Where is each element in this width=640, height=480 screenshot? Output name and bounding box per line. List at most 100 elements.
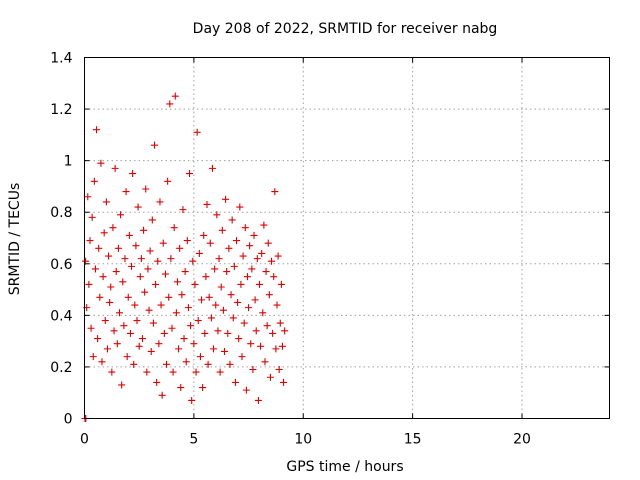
x-axis-label: GPS time / hours — [286, 459, 403, 475]
data-point — [114, 244, 122, 252]
data-point — [106, 298, 114, 306]
data-point — [234, 298, 242, 306]
data-point — [274, 252, 282, 260]
x-tick-label: 20 — [513, 432, 531, 448]
data-point — [132, 242, 140, 250]
data-point — [124, 293, 132, 301]
data-point — [120, 322, 128, 330]
data-point — [203, 200, 211, 208]
data-point — [226, 360, 234, 368]
data-point — [117, 211, 125, 219]
data-point — [178, 291, 186, 299]
data-point — [224, 329, 232, 337]
data-point — [183, 237, 191, 245]
data-point — [217, 283, 225, 291]
data-point — [123, 353, 131, 361]
data-point — [265, 291, 273, 299]
data-point — [198, 296, 206, 304]
data-point — [131, 301, 139, 309]
data-point — [98, 358, 106, 366]
data-point — [113, 340, 121, 348]
data-point — [119, 278, 127, 286]
data-point — [142, 185, 150, 193]
data-point — [193, 128, 201, 136]
data-point — [179, 206, 187, 214]
data-point — [153, 378, 161, 386]
data-point — [136, 273, 144, 281]
data-point — [242, 386, 250, 394]
data-point — [221, 347, 228, 355]
data-point — [168, 324, 176, 332]
data-point — [262, 268, 270, 276]
data-point — [250, 231, 258, 239]
data-point — [137, 255, 145, 263]
data-point — [228, 216, 236, 224]
data-point — [186, 170, 193, 178]
data-point — [249, 366, 257, 374]
data-point — [210, 345, 218, 353]
data-point — [147, 347, 155, 355]
data-point — [190, 340, 198, 348]
data-point — [184, 304, 192, 312]
data-point — [177, 384, 185, 392]
data-point — [182, 358, 190, 366]
y-tick-label: 0 — [64, 412, 73, 428]
data-point — [269, 329, 277, 337]
data-point — [201, 329, 209, 337]
data-point — [268, 257, 276, 265]
data-point — [100, 229, 108, 237]
data-point — [160, 329, 168, 337]
data-point — [102, 198, 110, 206]
data-point — [239, 252, 247, 260]
data-point — [189, 257, 197, 265]
y-tick-label: 0.2 — [50, 360, 72, 376]
data-point — [159, 239, 167, 247]
data-point — [85, 280, 93, 288]
data-point — [218, 226, 226, 234]
data-point — [118, 381, 126, 389]
data-point — [95, 244, 103, 252]
data-point — [214, 327, 222, 335]
data-point — [223, 268, 231, 276]
data-point — [111, 164, 119, 172]
data-point — [112, 268, 120, 276]
data-point — [248, 265, 256, 273]
data-point — [107, 283, 115, 291]
data-point — [176, 244, 184, 252]
data-point — [256, 280, 263, 288]
data-point — [238, 353, 246, 361]
data-point — [180, 335, 188, 343]
data-point — [272, 345, 280, 353]
data-point — [108, 368, 116, 376]
x-tick-labels: 0 5 10 15 20 — [80, 432, 531, 448]
data-point — [280, 378, 288, 386]
data-point — [207, 314, 215, 322]
data-point — [227, 291, 235, 299]
data-point — [128, 262, 136, 270]
data-point — [146, 247, 154, 255]
data-point — [258, 249, 266, 257]
data-point — [194, 317, 202, 325]
y-tick-label: 0.4 — [50, 308, 72, 324]
data-point — [93, 126, 101, 134]
y-tick-label: 0.6 — [50, 257, 72, 273]
data-point — [253, 255, 261, 263]
data-point — [202, 273, 210, 281]
data-point — [187, 322, 195, 330]
data-point — [252, 327, 260, 335]
data-point — [134, 203, 142, 211]
data-points — [81, 92, 289, 422]
data-point — [101, 317, 109, 325]
data-point — [192, 368, 200, 376]
data-point — [140, 226, 148, 234]
data-point — [84, 193, 92, 201]
data-point — [157, 301, 165, 309]
data-point — [109, 224, 117, 232]
chart-title: Day 208 of 2022, SRMTID for receiver nab… — [193, 21, 498, 37]
data-point — [246, 242, 254, 250]
data-point — [91, 265, 99, 273]
x-tick-label: 5 — [189, 432, 198, 448]
data-point — [148, 216, 156, 224]
data-point — [151, 141, 158, 149]
